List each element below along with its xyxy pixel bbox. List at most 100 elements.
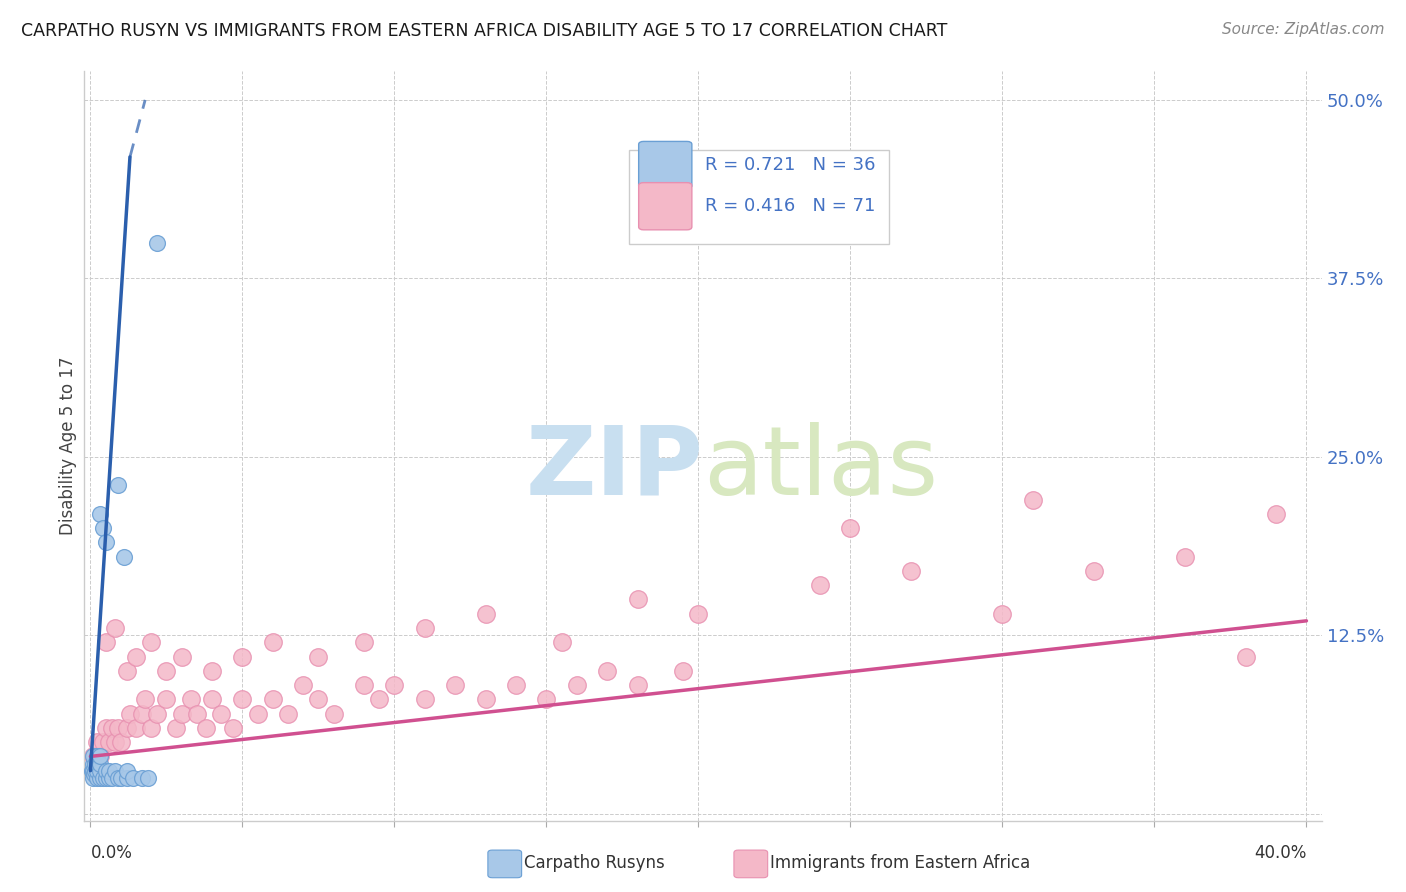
Point bbox=[201, 692, 224, 706]
Text: Source: ZipAtlas.com: Source: ZipAtlas.com bbox=[1222, 22, 1385, 37]
Point bbox=[115, 721, 138, 735]
Point bbox=[94, 764, 117, 778]
Point bbox=[115, 771, 138, 785]
Point bbox=[231, 649, 253, 664]
Point bbox=[292, 678, 315, 692]
Point bbox=[82, 749, 104, 764]
Point bbox=[180, 692, 202, 706]
Point bbox=[89, 756, 111, 771]
Point bbox=[82, 749, 104, 764]
Point bbox=[900, 564, 922, 578]
Point bbox=[125, 721, 148, 735]
Point bbox=[536, 692, 558, 706]
Text: CARPATHO RUSYN VS IMMIGRANTS FROM EASTERN AFRICA DISABILITY AGE 5 TO 17 CORRELAT: CARPATHO RUSYN VS IMMIGRANTS FROM EASTER… bbox=[21, 22, 948, 40]
Point bbox=[1234, 649, 1257, 664]
Point bbox=[146, 706, 169, 721]
Point bbox=[131, 706, 153, 721]
Point bbox=[97, 764, 120, 778]
Point bbox=[110, 735, 132, 749]
Point bbox=[122, 771, 145, 785]
Text: Immigrants from Eastern Africa: Immigrants from Eastern Africa bbox=[770, 855, 1031, 872]
Y-axis label: Disability Age 5 to 17: Disability Age 5 to 17 bbox=[59, 357, 77, 535]
Point bbox=[104, 735, 127, 749]
Point bbox=[1083, 564, 1105, 578]
Point bbox=[474, 692, 496, 706]
Point bbox=[688, 607, 710, 621]
Point bbox=[100, 721, 122, 735]
Point bbox=[136, 771, 159, 785]
FancyBboxPatch shape bbox=[734, 850, 768, 878]
Point bbox=[307, 649, 329, 664]
FancyBboxPatch shape bbox=[628, 150, 889, 244]
Point bbox=[91, 735, 114, 749]
Point bbox=[444, 678, 467, 692]
Point bbox=[131, 771, 153, 785]
Point bbox=[97, 735, 120, 749]
Point bbox=[83, 766, 105, 780]
Point bbox=[322, 706, 344, 721]
Point bbox=[107, 478, 129, 492]
Point bbox=[627, 592, 650, 607]
Text: R = 0.721   N = 36: R = 0.721 N = 36 bbox=[706, 156, 876, 174]
Point bbox=[627, 678, 650, 692]
Point bbox=[165, 721, 187, 735]
Point bbox=[565, 678, 588, 692]
Point bbox=[89, 749, 111, 764]
Point bbox=[155, 692, 177, 706]
Point bbox=[107, 771, 129, 785]
Point bbox=[413, 692, 436, 706]
Point bbox=[104, 764, 127, 778]
Point bbox=[170, 649, 193, 664]
Point bbox=[125, 649, 148, 664]
Text: ZIP: ZIP bbox=[524, 422, 703, 515]
Point bbox=[1174, 549, 1197, 564]
Text: 0.0%: 0.0% bbox=[90, 844, 132, 862]
Point bbox=[107, 721, 129, 735]
Point bbox=[80, 764, 103, 778]
Point bbox=[82, 764, 104, 778]
Point bbox=[413, 621, 436, 635]
Point bbox=[91, 521, 114, 535]
Point bbox=[262, 635, 284, 649]
Point bbox=[94, 721, 117, 735]
Point bbox=[82, 771, 104, 785]
Point bbox=[89, 507, 111, 521]
Text: R = 0.416   N = 71: R = 0.416 N = 71 bbox=[706, 197, 876, 215]
Point bbox=[231, 692, 253, 706]
Point bbox=[89, 749, 111, 764]
Point bbox=[505, 678, 527, 692]
Point bbox=[89, 771, 111, 785]
Point bbox=[550, 635, 572, 649]
Text: atlas: atlas bbox=[703, 422, 938, 515]
Point bbox=[246, 706, 269, 721]
Point bbox=[596, 664, 619, 678]
Point bbox=[86, 756, 108, 771]
Point bbox=[146, 235, 169, 250]
FancyBboxPatch shape bbox=[488, 850, 522, 878]
Point bbox=[839, 521, 862, 535]
Point bbox=[672, 664, 695, 678]
Point bbox=[110, 771, 132, 785]
Point bbox=[94, 635, 117, 649]
FancyBboxPatch shape bbox=[638, 142, 692, 188]
Point bbox=[118, 706, 141, 721]
Point bbox=[474, 607, 496, 621]
Point bbox=[134, 692, 156, 706]
Point bbox=[141, 721, 163, 735]
Point bbox=[97, 771, 120, 785]
Point bbox=[277, 706, 299, 721]
Point bbox=[353, 678, 375, 692]
Point bbox=[141, 635, 163, 649]
Point bbox=[86, 771, 108, 785]
Point bbox=[262, 692, 284, 706]
Point bbox=[86, 735, 108, 749]
Point bbox=[94, 771, 117, 785]
Point bbox=[115, 764, 138, 778]
Point bbox=[170, 706, 193, 721]
Point bbox=[353, 635, 375, 649]
Point bbox=[100, 771, 122, 785]
Point bbox=[194, 721, 217, 735]
Point bbox=[94, 535, 117, 549]
Point bbox=[1265, 507, 1288, 521]
Point bbox=[91, 771, 114, 785]
